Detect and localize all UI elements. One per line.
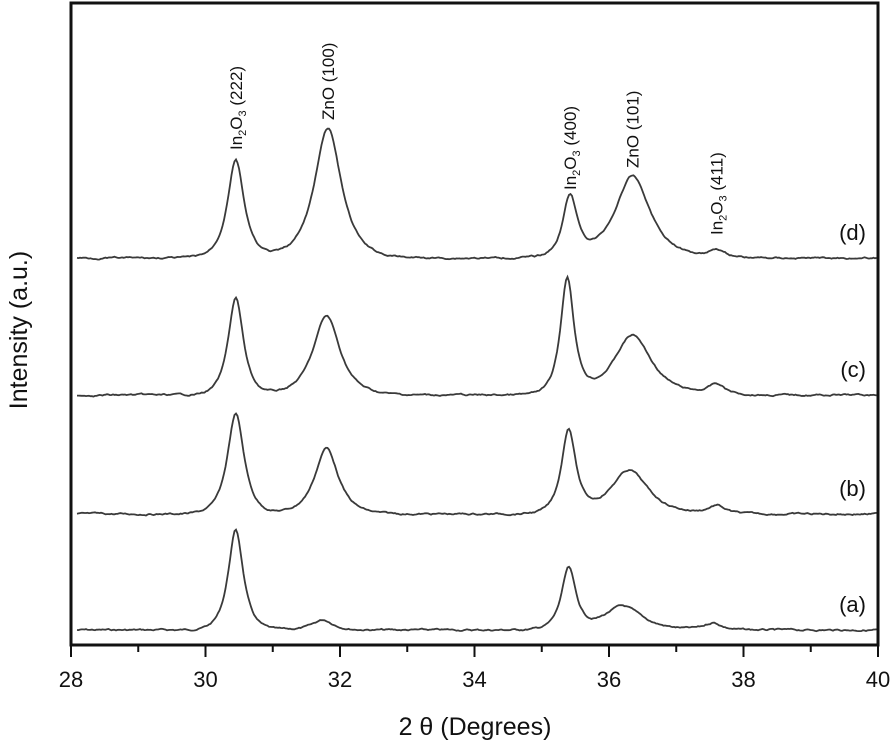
x-tick-label: 34 xyxy=(462,667,486,692)
series-label: (c) xyxy=(840,357,866,382)
x-tick-label: 38 xyxy=(731,667,755,692)
x-tick-label: 36 xyxy=(597,667,621,692)
peak-annotation: In2O3 (400) xyxy=(561,106,583,190)
peak-annotations: In2O3 (222) ZnO (100) In2O3 (400) ZnO (101)… xyxy=(227,43,730,235)
series-labels: (a) (b) (c) (d) xyxy=(839,220,866,617)
series-line xyxy=(76,412,877,517)
series-label: (b) xyxy=(839,476,866,501)
series-line xyxy=(76,127,877,261)
peak-annotation: ZnO (101) xyxy=(624,91,643,168)
series-label: (a) xyxy=(839,592,866,617)
x-tick-label: 40 xyxy=(866,667,890,692)
x-tick-label: 30 xyxy=(193,667,217,692)
x-tick-label: 28 xyxy=(59,667,83,692)
series-label: (d) xyxy=(839,220,866,245)
x-axis-title: 2 θ (Degrees) xyxy=(399,713,552,741)
x-tick-label: 32 xyxy=(328,667,352,692)
series-line xyxy=(77,274,877,398)
peak-annotation: ZnO (100) xyxy=(319,43,338,120)
series-lines xyxy=(76,127,877,633)
x-axis-ticks: 28 30 32 34 36 38 40 xyxy=(59,645,890,692)
plot-frame xyxy=(69,1,880,647)
series-line xyxy=(76,528,877,633)
y-axis-title: Intensity (a.u.) xyxy=(5,251,33,409)
peak-annotation: In2O3 (222) xyxy=(227,66,249,150)
peak-annotation: In2O3 (411) xyxy=(708,152,730,235)
